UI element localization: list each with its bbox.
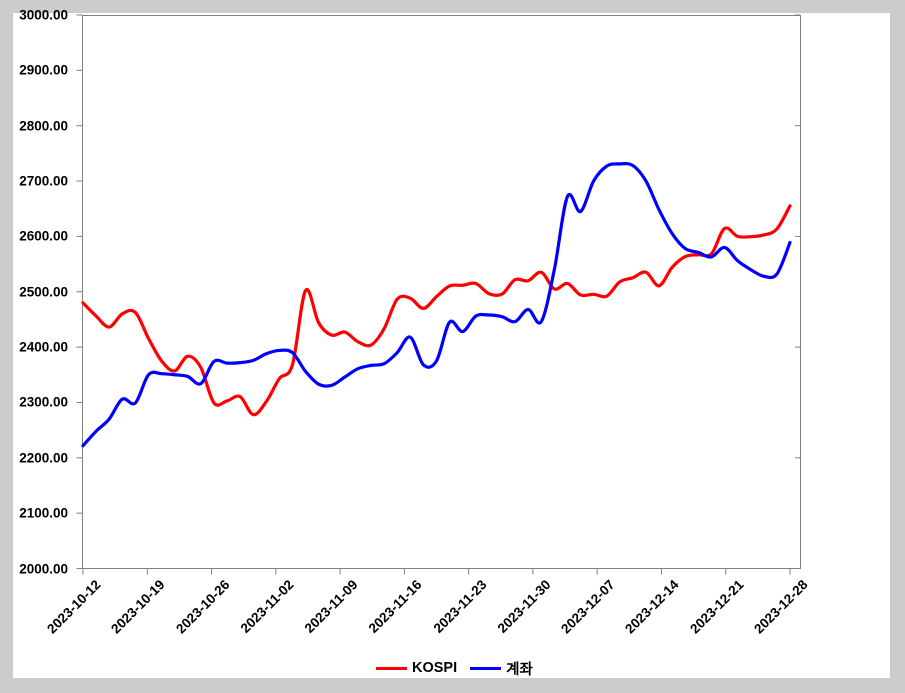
y-axis-label: 2900.00 xyxy=(19,62,68,78)
y-axis-label: 2400.00 xyxy=(19,339,68,355)
y-axis-label: 2800.00 xyxy=(19,118,68,134)
kospi-line-swatch xyxy=(376,666,407,670)
legend-label-kospi: KOSPI xyxy=(412,660,458,676)
legend-label-account: 계좌 xyxy=(506,661,533,678)
account-line-swatch xyxy=(470,666,502,670)
y-axis-label: 2600.00 xyxy=(19,228,68,244)
y-axis-label: 2100.00 xyxy=(19,505,68,521)
y-axis-label: 2300.00 xyxy=(19,394,68,410)
legend: KOSPI 계좌 xyxy=(376,658,533,679)
y-axis-label: 3000.00 xyxy=(19,7,68,23)
y-axis-label: 2200.00 xyxy=(19,450,68,466)
legend-item-account: 계좌 xyxy=(470,658,533,679)
series-lines-group xyxy=(81,162,792,448)
y-axis-label: 2700.00 xyxy=(19,173,68,189)
kospi-line xyxy=(81,204,792,417)
y-axis-label: 2500.00 xyxy=(19,284,68,300)
legend-item-kospi: KOSPI xyxy=(376,660,457,676)
y-axis-label: 2000.00 xyxy=(19,561,68,576)
account-line xyxy=(81,162,792,448)
